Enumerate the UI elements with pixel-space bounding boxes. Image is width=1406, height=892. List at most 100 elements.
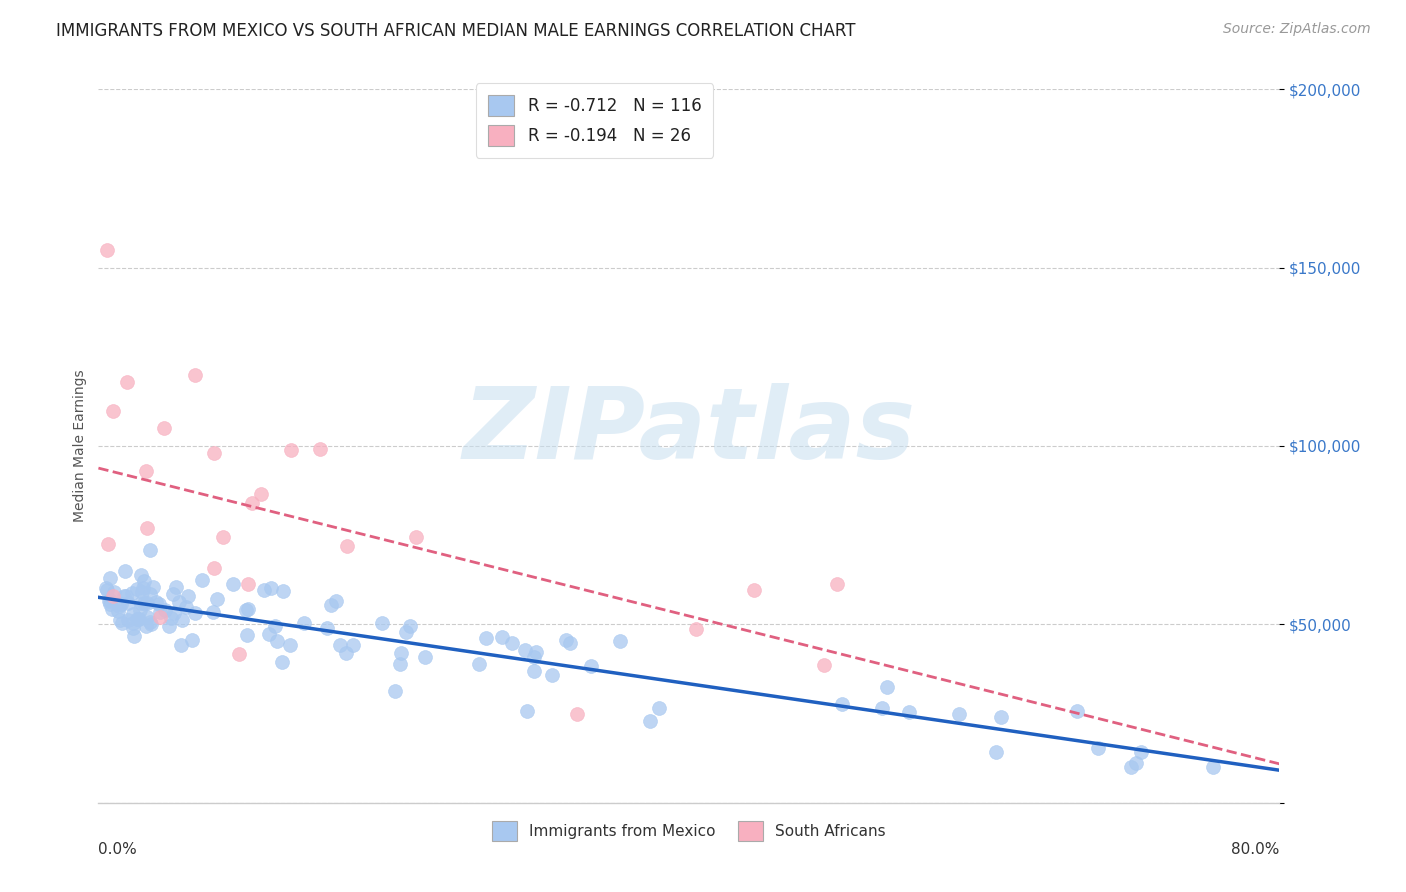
Point xyxy=(134,574,156,589)
Point xyxy=(114,564,136,578)
Point xyxy=(335,646,357,660)
Point xyxy=(648,700,671,714)
Point xyxy=(240,496,263,510)
Point xyxy=(253,582,276,597)
Point xyxy=(825,576,848,591)
Point xyxy=(110,598,132,612)
Point xyxy=(121,586,143,600)
Point xyxy=(491,631,513,645)
Text: 0.0%: 0.0% xyxy=(98,842,138,856)
Point xyxy=(266,633,288,648)
Point xyxy=(184,368,207,382)
Point xyxy=(98,593,121,607)
Point xyxy=(170,614,193,628)
Point xyxy=(128,612,150,626)
Point xyxy=(111,615,134,630)
Point xyxy=(157,619,180,633)
Point xyxy=(122,621,145,635)
Point xyxy=(138,542,160,557)
Point xyxy=(831,698,853,712)
Point xyxy=(523,664,546,678)
Point xyxy=(160,611,183,625)
Point xyxy=(1125,756,1147,771)
Point xyxy=(191,573,214,587)
Point xyxy=(103,404,125,418)
Point xyxy=(271,583,294,598)
Point xyxy=(167,595,190,609)
Point xyxy=(94,581,117,595)
Point xyxy=(202,446,225,460)
Point xyxy=(876,680,898,694)
Point xyxy=(742,583,765,598)
Point xyxy=(325,594,347,608)
Point xyxy=(1119,760,1142,774)
Point xyxy=(609,633,631,648)
Point xyxy=(98,594,121,608)
Point xyxy=(405,530,427,544)
Point xyxy=(108,613,131,627)
Point xyxy=(117,596,139,610)
Point xyxy=(309,442,332,456)
Point xyxy=(236,602,259,616)
Point xyxy=(108,599,131,613)
Text: IMMIGRANTS FROM MEXICO VS SOUTH AFRICAN MEDIAN MALE EARNINGS CORRELATION CHART: IMMIGRANTS FROM MEXICO VS SOUTH AFRICAN … xyxy=(56,22,856,40)
Point xyxy=(103,585,125,599)
Point xyxy=(149,610,172,624)
Point xyxy=(96,583,118,598)
Point xyxy=(278,638,301,652)
Point xyxy=(205,592,228,607)
Point xyxy=(474,632,496,646)
Point xyxy=(315,621,337,635)
Point xyxy=(127,612,149,626)
Point xyxy=(155,603,177,617)
Text: 80.0%: 80.0% xyxy=(1232,842,1279,856)
Point xyxy=(389,657,412,671)
Point xyxy=(98,597,121,611)
Point xyxy=(138,587,160,601)
Point xyxy=(813,658,835,673)
Point xyxy=(117,613,139,627)
Point xyxy=(174,600,197,615)
Point xyxy=(127,612,149,626)
Point xyxy=(898,705,921,719)
Point xyxy=(202,560,225,574)
Point xyxy=(103,589,125,603)
Point xyxy=(516,704,538,718)
Point xyxy=(135,596,157,610)
Point xyxy=(336,539,359,553)
Point xyxy=(122,615,145,630)
Point xyxy=(292,615,315,630)
Point xyxy=(565,706,588,721)
Point xyxy=(128,603,150,617)
Point xyxy=(115,589,138,603)
Point xyxy=(97,537,120,551)
Point xyxy=(112,590,135,604)
Point xyxy=(523,650,546,665)
Point xyxy=(395,625,418,640)
Point xyxy=(413,650,436,665)
Point xyxy=(260,582,283,596)
Point xyxy=(990,710,1012,724)
Point xyxy=(142,581,165,595)
Point xyxy=(1087,741,1109,756)
Point xyxy=(257,626,280,640)
Point xyxy=(250,487,273,501)
Point xyxy=(138,615,160,629)
Y-axis label: Median Male Earnings: Median Male Earnings xyxy=(73,369,87,523)
Point xyxy=(121,607,143,621)
Point xyxy=(96,243,118,257)
Point xyxy=(177,589,200,603)
Point xyxy=(468,657,491,672)
Point xyxy=(132,581,155,595)
Point xyxy=(1202,760,1225,774)
Point xyxy=(554,632,576,647)
Point xyxy=(153,421,176,435)
Point xyxy=(640,714,662,729)
Point xyxy=(131,568,153,582)
Point xyxy=(202,606,225,620)
Text: ZIPatlas: ZIPatlas xyxy=(463,384,915,480)
Point xyxy=(131,596,153,610)
Point xyxy=(141,616,163,631)
Point xyxy=(948,706,970,721)
Point xyxy=(280,442,302,457)
